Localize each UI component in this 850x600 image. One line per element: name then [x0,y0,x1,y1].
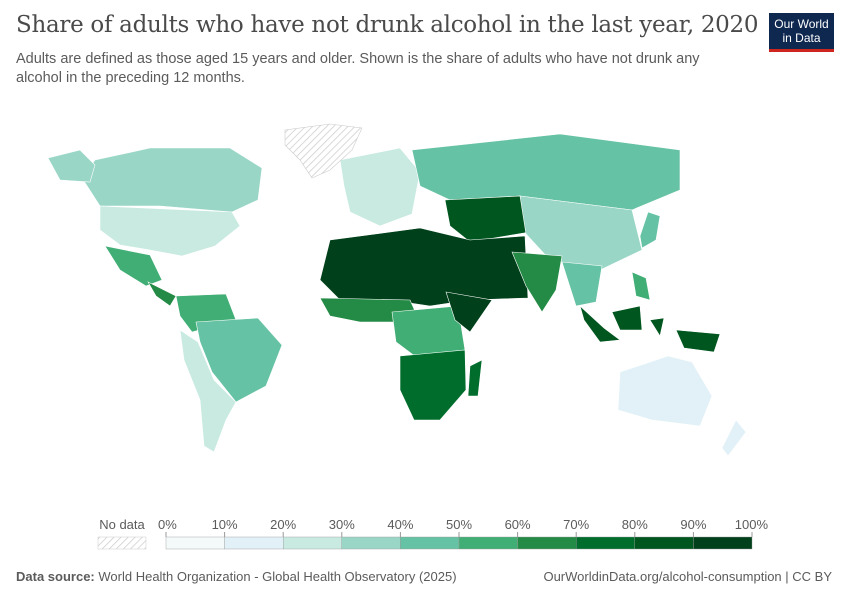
legend-tick-label: 30% [329,517,355,532]
source-url[interactable]: OurWorldinData.org/alcohol-consumption |… [543,569,832,584]
region-madagascar[interactable] [467,359,483,397]
region-australia[interactable] [617,355,713,427]
region-greenland[interactable] [284,123,363,179]
region-horn-of-africa[interactable] [445,291,493,333]
region-southeast-asia[interactable] [561,261,603,307]
legend-tick-label: 20% [270,517,296,532]
legend-tick-label: 50% [446,517,472,532]
region-southern-africa[interactable] [399,349,467,421]
legend-tick-label: 70% [563,517,589,532]
legend-swatch-3[interactable] [341,536,401,550]
legend-tick-label: 100% [735,517,769,532]
region-south-asia[interactable] [511,251,563,313]
data-source: Data source: World Health Organization -… [16,569,457,584]
data-source-text: World Health Organization - Global Healt… [98,569,457,584]
region-japan[interactable] [639,211,661,249]
legend-swatch-2[interactable] [283,536,343,550]
region-usa[interactable] [99,205,241,257]
region-central-asia[interactable] [444,195,531,243]
chart-subtitle: Adults are defined as those aged 15 year… [16,51,700,86]
legend-no-data-swatch[interactable] [97,536,147,550]
legend-no-data-label: No data [99,517,145,532]
region-mexico[interactable] [104,245,163,287]
legend-swatch-1[interactable] [224,536,284,550]
legend-swatch-0[interactable] [165,536,225,550]
region-philippines[interactable] [631,271,651,301]
legend-tick-label: 80% [622,517,648,532]
region-indonesia[interactable] [579,305,721,353]
data-source-label: Data source: [16,569,95,584]
region-russia[interactable] [411,133,681,211]
legend-swatch-6[interactable] [517,536,577,550]
region-canada[interactable] [81,147,263,213]
legend-tick-label: 0% [158,517,177,532]
region-north-africa-middle-east[interactable] [319,227,529,307]
owid-logo[interactable]: Our World in Data [769,13,834,52]
legend-tick-label: 10% [212,517,238,532]
legend-swatch-4[interactable] [400,536,460,550]
legend-tick-label: 40% [387,517,413,532]
region-new-zealand[interactable] [721,419,747,457]
legend-tick-label: 60% [505,517,531,532]
legend-swatch-9[interactable] [693,536,753,550]
legend-swatch-8[interactable] [634,536,694,550]
region-europe[interactable] [339,147,421,227]
region-alaska[interactable] [47,149,96,183]
legend-swatch-5[interactable] [458,536,518,550]
legend-tick-label: 90% [680,517,706,532]
region-southern-south-america[interactable] [179,329,237,453]
region-brazil[interactable] [195,317,283,403]
region-central-america[interactable] [147,281,177,307]
legend-swatch-7[interactable] [576,536,636,550]
chart-title: Share of adults who have not drunk alcoh… [16,12,759,38]
